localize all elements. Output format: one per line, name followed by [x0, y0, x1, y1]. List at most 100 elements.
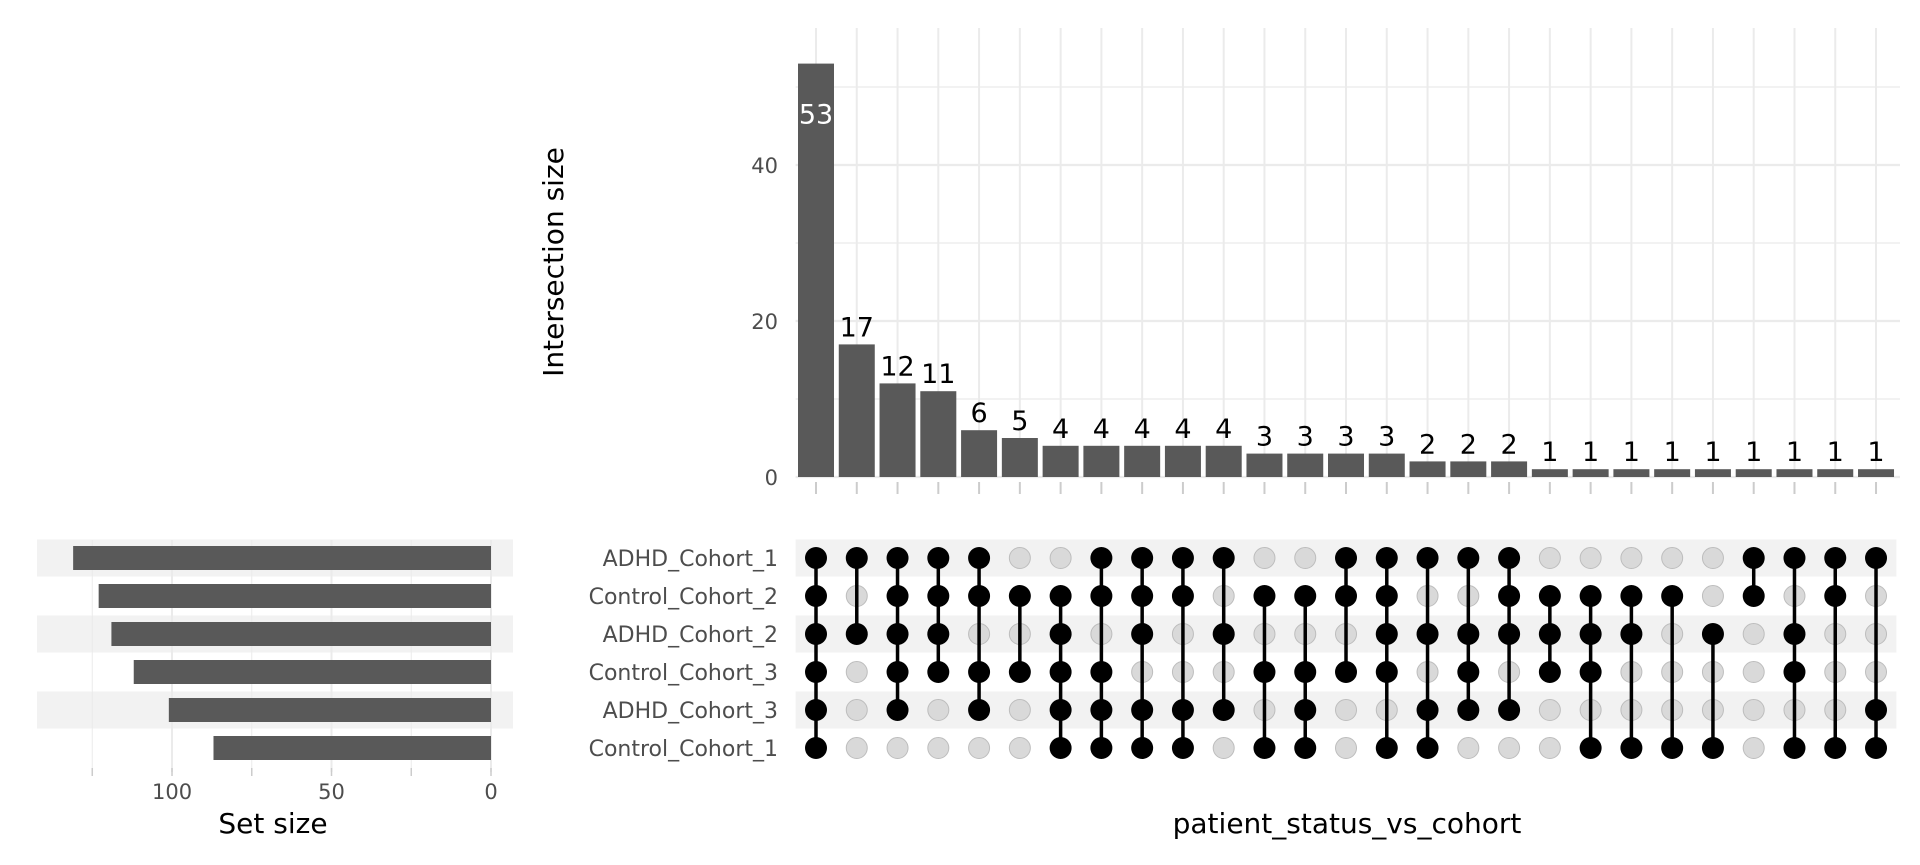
matrix-dot-inactive [1701, 585, 1724, 607]
intersection-bar [1735, 469, 1772, 477]
intersection-bar-label: 3 [1337, 422, 1354, 453]
matrix-dot-active [1294, 737, 1317, 759]
matrix-dot-inactive [1335, 737, 1358, 759]
matrix-dot-active [1457, 661, 1480, 683]
matrix-dot-active [1090, 699, 1113, 721]
set-size-bars [73, 546, 492, 760]
set-size-axis-tick-label: 0 [484, 780, 497, 804]
matrix-dot-active [886, 661, 909, 683]
matrix-dot-active [1212, 547, 1235, 569]
matrix-dot-active [1212, 699, 1235, 721]
intersection-bar-label: 1 [1704, 437, 1721, 468]
intersection-bar [1654, 469, 1691, 477]
matrix-dot-inactive [1661, 547, 1684, 569]
matrix-dot-active [1538, 585, 1561, 607]
intersection-bar-label: 4 [1052, 414, 1069, 445]
intersection-bar [1491, 461, 1528, 477]
matrix-dot-active [1294, 661, 1317, 683]
intersection-bar-label: 11 [921, 359, 955, 390]
matrix-dot-active [1701, 623, 1724, 645]
intersection-bar [1124, 445, 1161, 477]
matrix-dot-active [968, 585, 991, 607]
intersection-bar [1164, 445, 1201, 477]
matrix-dot-active [1090, 737, 1113, 759]
matrix-dot-active [1498, 699, 1521, 721]
intersection-bar-label: 1 [1827, 437, 1844, 468]
matrix-dot-active [1579, 737, 1602, 759]
matrix-dot-active [1416, 737, 1439, 759]
matrix-dot-active [927, 585, 950, 607]
matrix-dot-inactive [886, 737, 909, 759]
set-name-label: ADHD_Cohort_2 [603, 623, 778, 648]
matrix-dot-active [927, 661, 950, 683]
matrix-dot-active [805, 699, 827, 721]
intersection-bar [1001, 438, 1038, 477]
intersection-bar [1572, 469, 1609, 477]
set-size-bar [213, 736, 491, 760]
intersection-bar-label: 2 [1500, 429, 1517, 460]
set-size-bar [168, 698, 491, 722]
intersection-bar [838, 344, 875, 477]
intersection-bar [1287, 453, 1324, 477]
set-name-label: Control_Cohort_1 [589, 737, 778, 762]
matrix-dot-active [886, 547, 909, 569]
intersection-bar-label: 6 [970, 398, 987, 429]
set-size-axis-tick-label: 100 [152, 780, 192, 804]
matrix-dot-inactive [968, 737, 991, 759]
intersection-bar [798, 63, 834, 477]
matrix-dot-active [1742, 585, 1765, 607]
matrix-dot-active [968, 547, 991, 569]
matrix-dot-active [1661, 737, 1684, 759]
matrix-dot-active [1335, 585, 1358, 607]
matrix-dot-active [1538, 661, 1561, 683]
matrix-dot-active [1375, 661, 1398, 683]
matrix-dot-active [1620, 737, 1643, 759]
matrix-dot-active [1171, 585, 1194, 607]
matrix-dot-active [1253, 661, 1276, 683]
intersection-bar-label: 53 [799, 100, 833, 131]
matrix-dot-inactive [845, 699, 868, 721]
intersection-bars [798, 63, 1895, 477]
matrix-dot-active [1049, 699, 1072, 721]
set-size-axis-title: Set size [218, 807, 327, 840]
set-name-label: Control_Cohort_3 [589, 661, 778, 686]
matrix-dot-inactive [1253, 547, 1276, 569]
matrix-dot-inactive [1294, 547, 1317, 569]
set-size-bar [73, 546, 492, 570]
intersection-axis-tick-label: 20 [751, 310, 778, 334]
matrix-dot-active [1049, 737, 1072, 759]
matrix-dot-active [968, 699, 991, 721]
intersection-matrix [805, 547, 1888, 759]
set-size-bar [98, 584, 492, 608]
matrix-dot-active [1375, 585, 1398, 607]
matrix-dot-active [1620, 623, 1643, 645]
intersection-axis-tick-label: 40 [751, 154, 778, 178]
matrix-dot-active [1375, 623, 1398, 645]
intersection-bar [961, 430, 998, 477]
matrix-dot-active [1620, 585, 1643, 607]
matrix-dot-inactive [845, 661, 868, 683]
matrix-dot-active [805, 623, 827, 645]
matrix-dot-active [1090, 661, 1113, 683]
intersection-bar [1694, 469, 1731, 477]
matrix-dot-active [1212, 623, 1235, 645]
matrix-dot-active [845, 547, 868, 569]
matrix-dot-active [1579, 585, 1602, 607]
matrix-axis-title: patient_status_vs_cohort [1173, 807, 1522, 840]
intersection-bar [1042, 445, 1079, 477]
intersection-bar-label: 3 [1256, 422, 1273, 453]
intersection-bar-label: 4 [1174, 414, 1191, 445]
matrix-dot-inactive [1008, 547, 1031, 569]
matrix-dot-active [1783, 623, 1806, 645]
intersection-axis-tick-label: 0 [765, 466, 778, 490]
matrix-dot-inactive [1457, 737, 1480, 759]
intersection-bar [1205, 445, 1242, 477]
matrix-dot-active [805, 661, 827, 683]
intersection-bar [1368, 453, 1405, 477]
intersection-bar [1246, 453, 1283, 477]
matrix-dot-active [1498, 547, 1521, 569]
intersection-bar [1613, 469, 1650, 477]
matrix-dot-active [1375, 737, 1398, 759]
matrix-dot-active [1131, 737, 1154, 759]
